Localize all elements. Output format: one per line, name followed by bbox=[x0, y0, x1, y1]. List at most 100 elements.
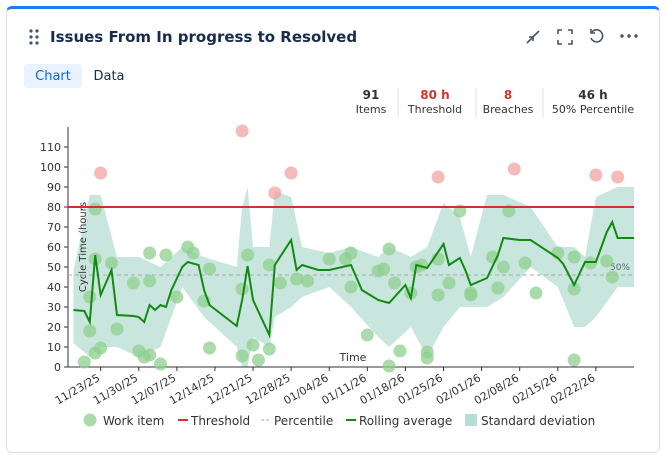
work-item bbox=[300, 274, 314, 288]
tab[interactable]: Chart bbox=[35, 69, 71, 84]
work-item bbox=[110, 322, 124, 336]
work-item bbox=[322, 252, 336, 266]
work-item bbox=[567, 282, 581, 296]
work-item bbox=[143, 348, 157, 362]
work-item bbox=[105, 256, 119, 270]
y-tick-label: 0 bbox=[54, 361, 61, 374]
stat-value: 8 bbox=[504, 88, 512, 102]
work-item bbox=[567, 353, 581, 367]
work-item bbox=[344, 280, 358, 294]
work-item bbox=[262, 342, 276, 356]
work-item bbox=[143, 246, 157, 260]
work-item bbox=[377, 262, 391, 276]
work-item bbox=[203, 341, 216, 355]
y-tick-label: 50 bbox=[47, 261, 61, 274]
work-item bbox=[388, 276, 402, 290]
work-item bbox=[284, 166, 298, 180]
stat-label: Items bbox=[356, 103, 387, 116]
work-item bbox=[77, 355, 91, 369]
work-item bbox=[268, 186, 282, 200]
work-item bbox=[605, 270, 619, 284]
work-item bbox=[203, 262, 216, 276]
work-item bbox=[382, 359, 396, 373]
y-tick-label: 60 bbox=[47, 241, 61, 254]
legend-swatch bbox=[83, 413, 97, 427]
more-icon[interactable] bbox=[620, 34, 638, 38]
work-item bbox=[83, 290, 97, 304]
tab-active[interactable] bbox=[24, 64, 82, 88]
work-item bbox=[143, 274, 157, 288]
work-item bbox=[431, 288, 445, 302]
work-item bbox=[567, 250, 581, 264]
x-axis-label: Time bbox=[339, 351, 367, 364]
percentile-label: 50% bbox=[610, 263, 630, 273]
work-item bbox=[186, 246, 200, 260]
work-item bbox=[83, 324, 97, 338]
stat-label: 50% Percentile bbox=[552, 103, 634, 116]
work-item bbox=[589, 168, 603, 182]
work-item bbox=[290, 272, 304, 286]
legend-label: Threshold bbox=[190, 414, 250, 428]
work-item bbox=[94, 341, 108, 355]
work-item bbox=[154, 357, 168, 371]
work-item bbox=[442, 276, 456, 290]
y-axis-label: Cycle Time (hours bbox=[78, 202, 89, 292]
work-item bbox=[393, 344, 407, 358]
work-item bbox=[88, 202, 102, 216]
work-item bbox=[464, 288, 478, 302]
work-item bbox=[246, 338, 260, 352]
stat-value: 46 h bbox=[578, 88, 607, 102]
work-item bbox=[420, 345, 434, 359]
tab[interactable]: Data bbox=[93, 69, 124, 84]
work-item bbox=[600, 254, 614, 268]
legend-label: Percentile bbox=[274, 414, 333, 428]
drag-handle[interactable] bbox=[29, 29, 39, 45]
fullscreen-icon[interactable] bbox=[557, 29, 573, 45]
work-item bbox=[491, 281, 505, 295]
work-item bbox=[126, 276, 140, 290]
legend-label: Standard deviation bbox=[481, 414, 595, 428]
work-item bbox=[518, 256, 532, 270]
legend-swatch bbox=[465, 414, 477, 426]
work-item bbox=[262, 258, 276, 272]
work-item bbox=[496, 260, 510, 274]
stat-label: Breaches bbox=[483, 103, 534, 116]
work-item bbox=[529, 286, 543, 300]
work-item bbox=[431, 170, 445, 184]
rolling-average bbox=[73, 219, 634, 339]
y-tick-label: 80 bbox=[47, 201, 61, 214]
work-item bbox=[251, 353, 265, 367]
y-tick-label: 110 bbox=[40, 141, 61, 154]
work-item bbox=[360, 328, 374, 342]
work-item bbox=[170, 290, 184, 304]
stat-value: 91 bbox=[363, 88, 380, 102]
y-tick-label: 20 bbox=[47, 321, 61, 334]
y-tick-label: 30 bbox=[47, 301, 61, 314]
work-item bbox=[235, 282, 249, 296]
legend-label: Rolling average bbox=[359, 414, 452, 428]
work-item bbox=[94, 166, 108, 180]
work-item bbox=[611, 170, 625, 184]
work-item bbox=[235, 349, 249, 363]
stat-label: Threshold bbox=[407, 103, 462, 116]
work-item bbox=[241, 248, 255, 262]
std-dev-band bbox=[73, 187, 634, 367]
work-item bbox=[159, 248, 173, 262]
widget-card bbox=[6, 6, 660, 453]
work-item bbox=[382, 242, 396, 256]
work-item bbox=[344, 246, 358, 260]
work-item bbox=[235, 124, 249, 138]
widget-title: Issues From In progress to Resolved bbox=[50, 28, 357, 46]
work-item bbox=[273, 276, 287, 290]
y-tick-label: 90 bbox=[47, 181, 61, 194]
y-tick-label: 10 bbox=[47, 341, 61, 354]
stat-value: 80 h bbox=[420, 88, 449, 102]
legend-label: Work item bbox=[103, 414, 164, 428]
y-tick-label: 40 bbox=[47, 281, 61, 294]
refresh-icon[interactable] bbox=[590, 29, 604, 43]
y-tick-label: 100 bbox=[40, 161, 61, 174]
y-tick-label: 70 bbox=[47, 221, 61, 234]
collapse-icon[interactable] bbox=[526, 30, 540, 44]
work-item bbox=[507, 162, 521, 176]
